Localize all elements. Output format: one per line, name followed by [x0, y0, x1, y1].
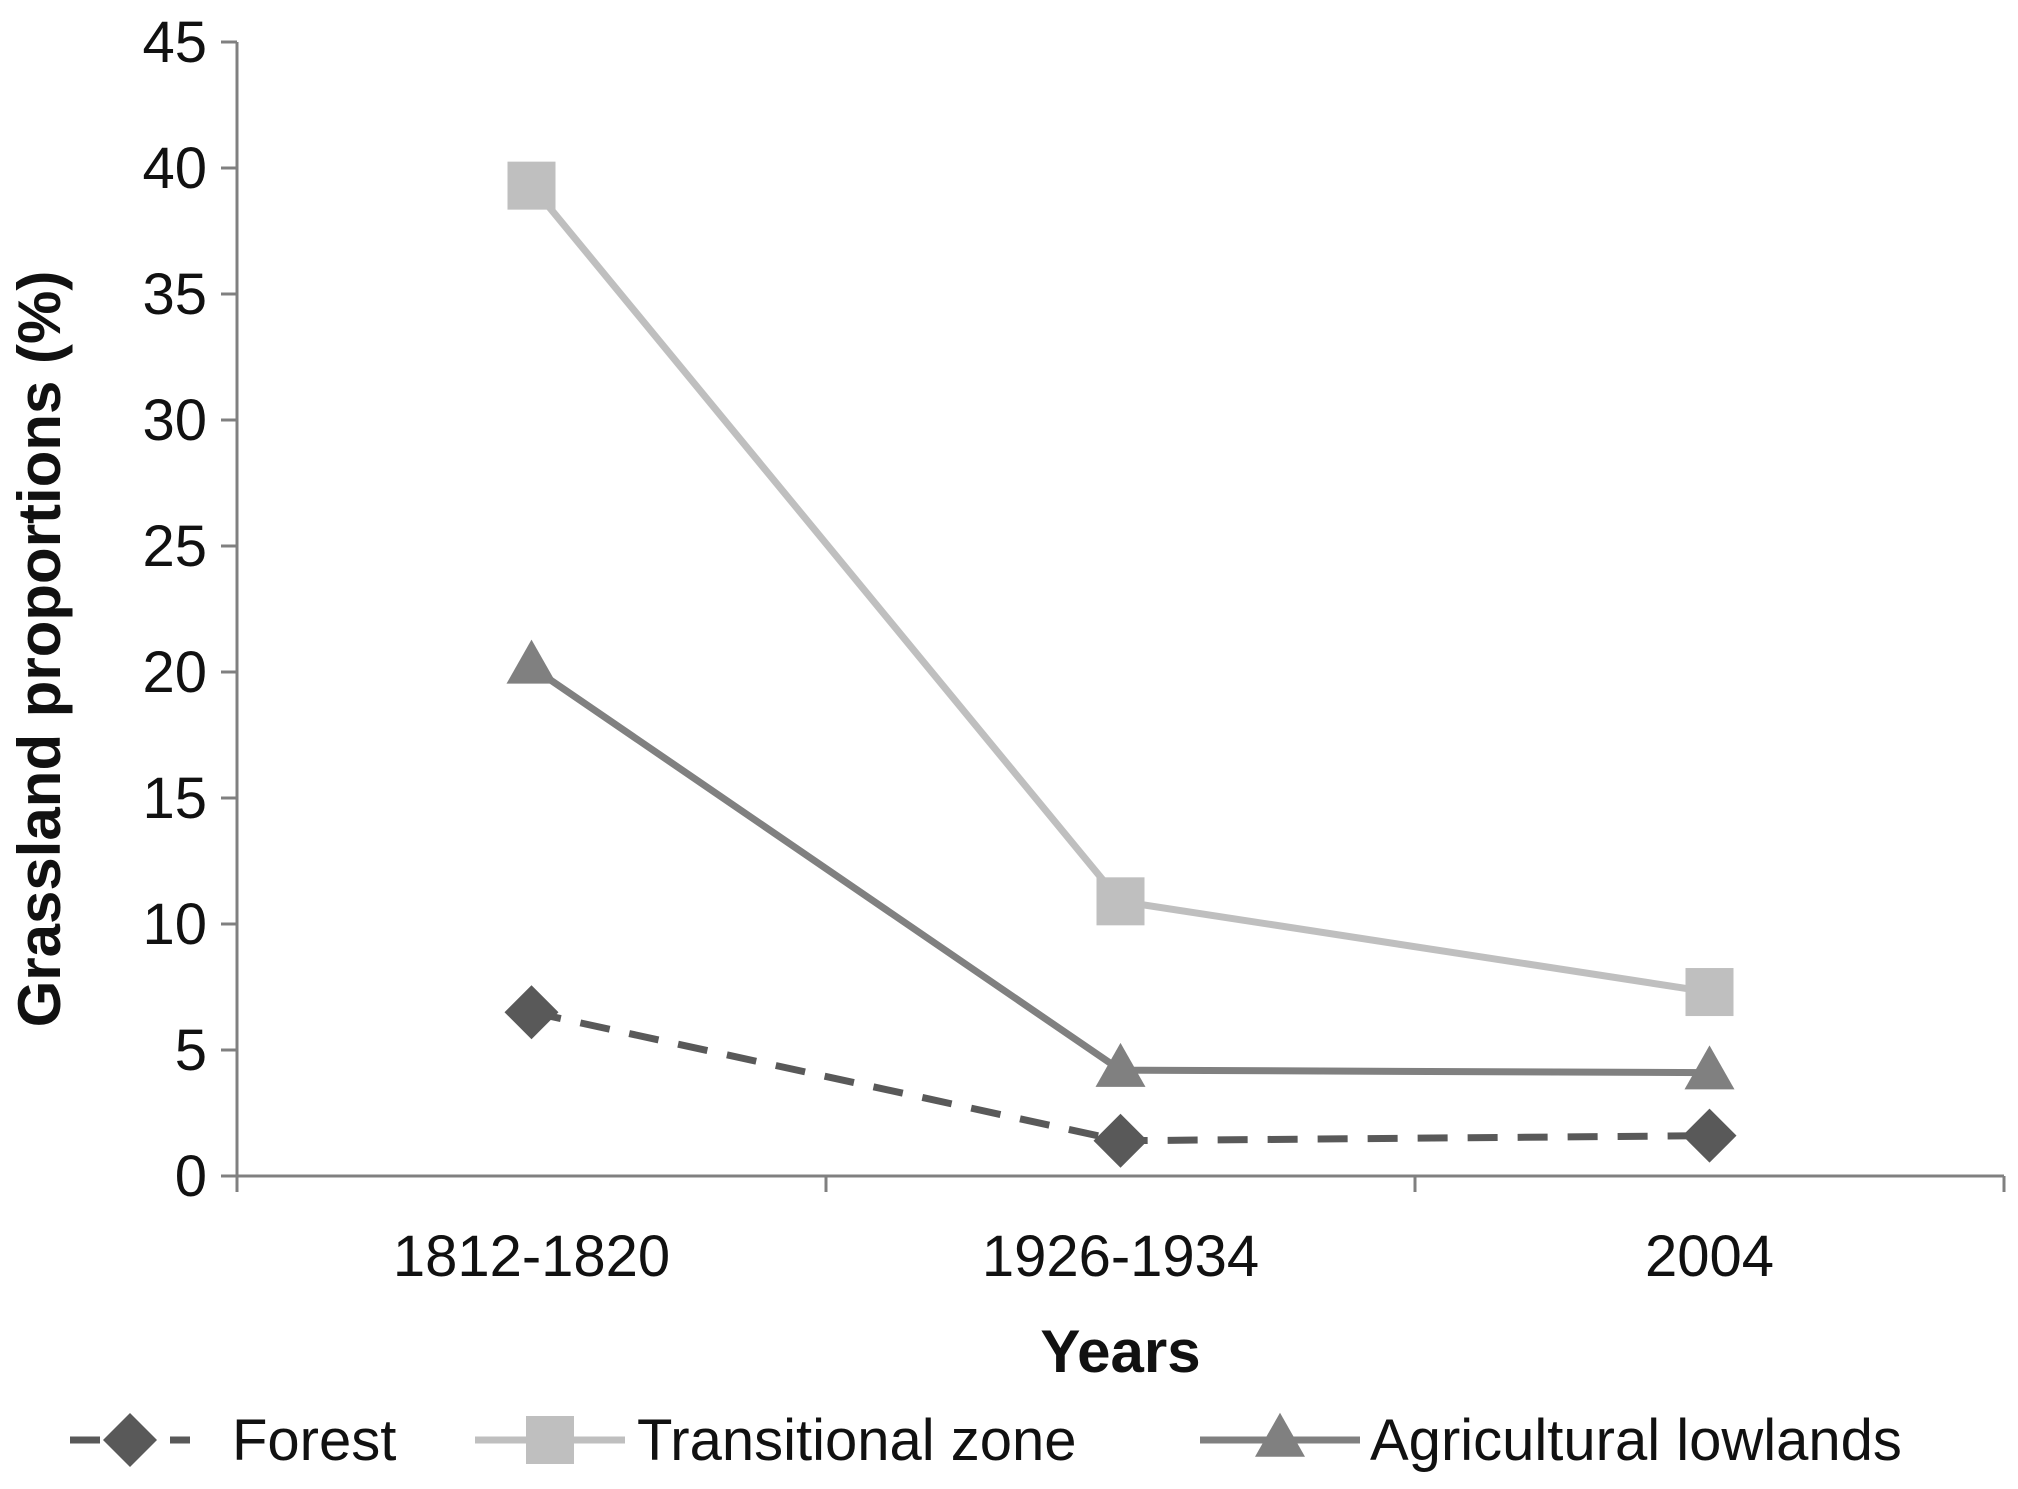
legend-marker — [103, 1413, 157, 1467]
y-tick-label: 10 — [142, 892, 207, 957]
data-point-marker — [1096, 877, 1145, 926]
series-line — [529, 664, 1710, 1077]
y-tick-label: 25 — [142, 514, 207, 579]
data-point-marker — [1095, 1042, 1146, 1087]
legend-item: Forest — [70, 1408, 396, 1473]
series-lines — [504, 161, 1737, 1168]
x-tick-label: 2004 — [1645, 1224, 1774, 1289]
data-point-marker — [1685, 968, 1734, 1017]
legend: Forest Transitional zone Agricultural lowl… — [70, 1408, 1902, 1473]
legend-item: Transitional zone — [475, 1408, 1077, 1473]
y-tick-label: 35 — [142, 262, 207, 327]
y-tick-label: 45 — [142, 10, 207, 75]
data-point-marker — [1093, 1113, 1148, 1168]
y-tick-label: 30 — [142, 388, 207, 453]
series-2 — [506, 639, 1735, 1090]
legend-marker — [1255, 1412, 1305, 1457]
x-tick-label: 1926-1934 — [982, 1224, 1259, 1289]
series-line — [528, 183, 1711, 996]
y-axis-title: Grassland proportions (%) — [6, 271, 73, 1028]
axes: 0 5 10 15 20 25 30 35 40 45 1812-1820 1926-1934 2004… — [6, 10, 2006, 1385]
legend-label: Forest — [232, 1408, 396, 1473]
legend-marker — [526, 1416, 574, 1464]
x-tick-label: 1812-1820 — [393, 1224, 670, 1289]
data-point-marker — [1684, 1045, 1735, 1090]
x-axis-title: Years — [1040, 1318, 1200, 1385]
data-point-marker — [506, 639, 557, 684]
y-tick-label: 5 — [175, 1018, 207, 1083]
legend-label: Transitional zone — [637, 1408, 1077, 1473]
data-point-marker — [504, 985, 559, 1040]
y-tick-label: 40 — [142, 136, 207, 201]
y-tick-label: 20 — [142, 640, 207, 705]
legend-label: Agricultural lowlands — [1370, 1408, 1902, 1473]
data-point-marker — [1682, 1108, 1737, 1163]
y-tick-label: 0 — [175, 1144, 207, 1209]
legend-item: Agricultural lowlands — [1200, 1408, 1902, 1473]
data-point-marker — [507, 161, 556, 210]
series-0 — [504, 985, 1737, 1168]
series-1 — [507, 161, 1734, 1017]
y-tick-label: 15 — [142, 766, 207, 831]
